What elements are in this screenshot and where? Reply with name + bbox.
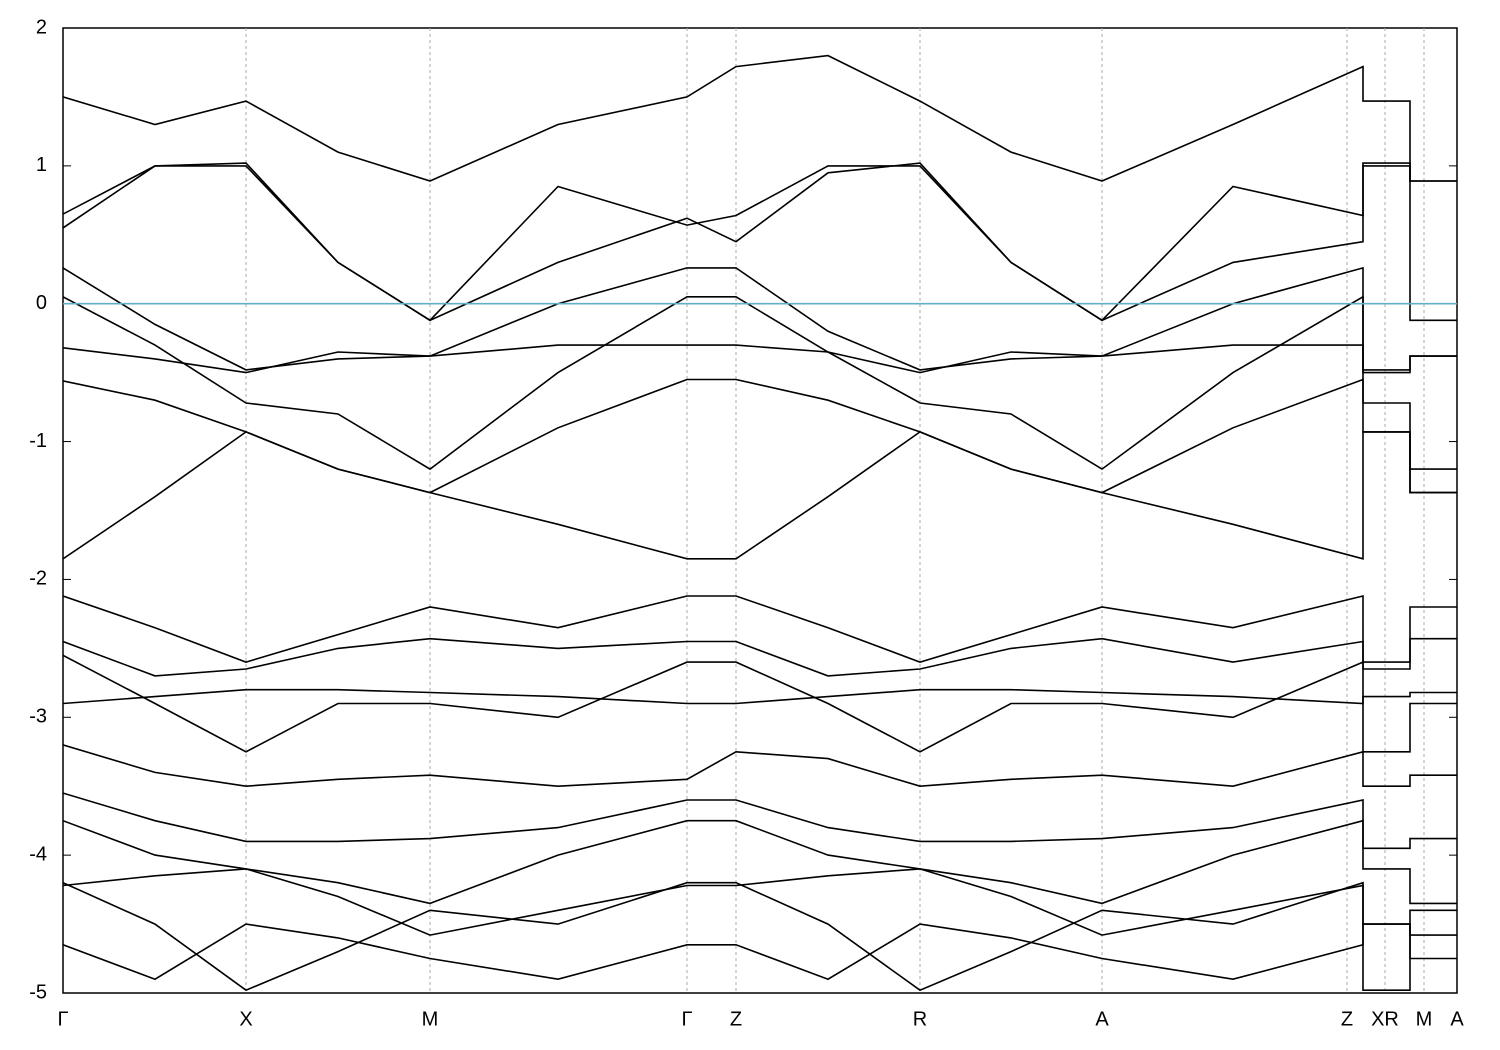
band-line (63, 819, 1457, 905)
band-line (63, 792, 1457, 850)
bands (63, 54, 1457, 992)
band-line (63, 162, 1457, 322)
band-line (63, 344, 1457, 374)
y-tick-label: 0 (36, 292, 47, 314)
y-tick-label: -4 (29, 843, 47, 865)
band-line (63, 744, 1457, 788)
band-line (63, 637, 1457, 677)
y-tick-label: 2 (36, 16, 47, 38)
band-line (63, 430, 1457, 560)
band-line (63, 594, 1457, 663)
x-tick-label: Z (730, 1008, 742, 1030)
x-tick-label: M (1416, 1008, 1433, 1030)
band-line (63, 881, 1457, 992)
band-line (63, 654, 1457, 753)
x-tick-label: Γ (57, 1008, 68, 1030)
x-tick-label: A (1095, 1008, 1109, 1030)
band-line (63, 54, 1457, 182)
x-tick-label: M (422, 1008, 439, 1030)
y-tick-label: -5 (29, 981, 47, 1003)
band-line (63, 923, 1457, 981)
y-tick-label: -2 (29, 568, 47, 590)
band-line (63, 868, 1457, 936)
x-tick-label: Z (1341, 1008, 1353, 1030)
x-tick-label: XR (1371, 1008, 1399, 1030)
x-tick-label: R (913, 1008, 927, 1030)
y-tick-label: -1 (29, 430, 47, 452)
x-tick-label: A (1450, 1008, 1464, 1030)
band-line (63, 165, 1457, 322)
band-line (63, 266, 1457, 371)
band-line (63, 688, 1457, 705)
y-tick-label: 1 (36, 154, 47, 176)
band-line (63, 295, 1457, 471)
plot-frame (62, 27, 1458, 994)
x-tick-label: X (239, 1008, 252, 1030)
x-tick-label: Γ (681, 1008, 692, 1030)
band-line (63, 378, 1457, 494)
y-tick-label: -3 (29, 706, 47, 728)
